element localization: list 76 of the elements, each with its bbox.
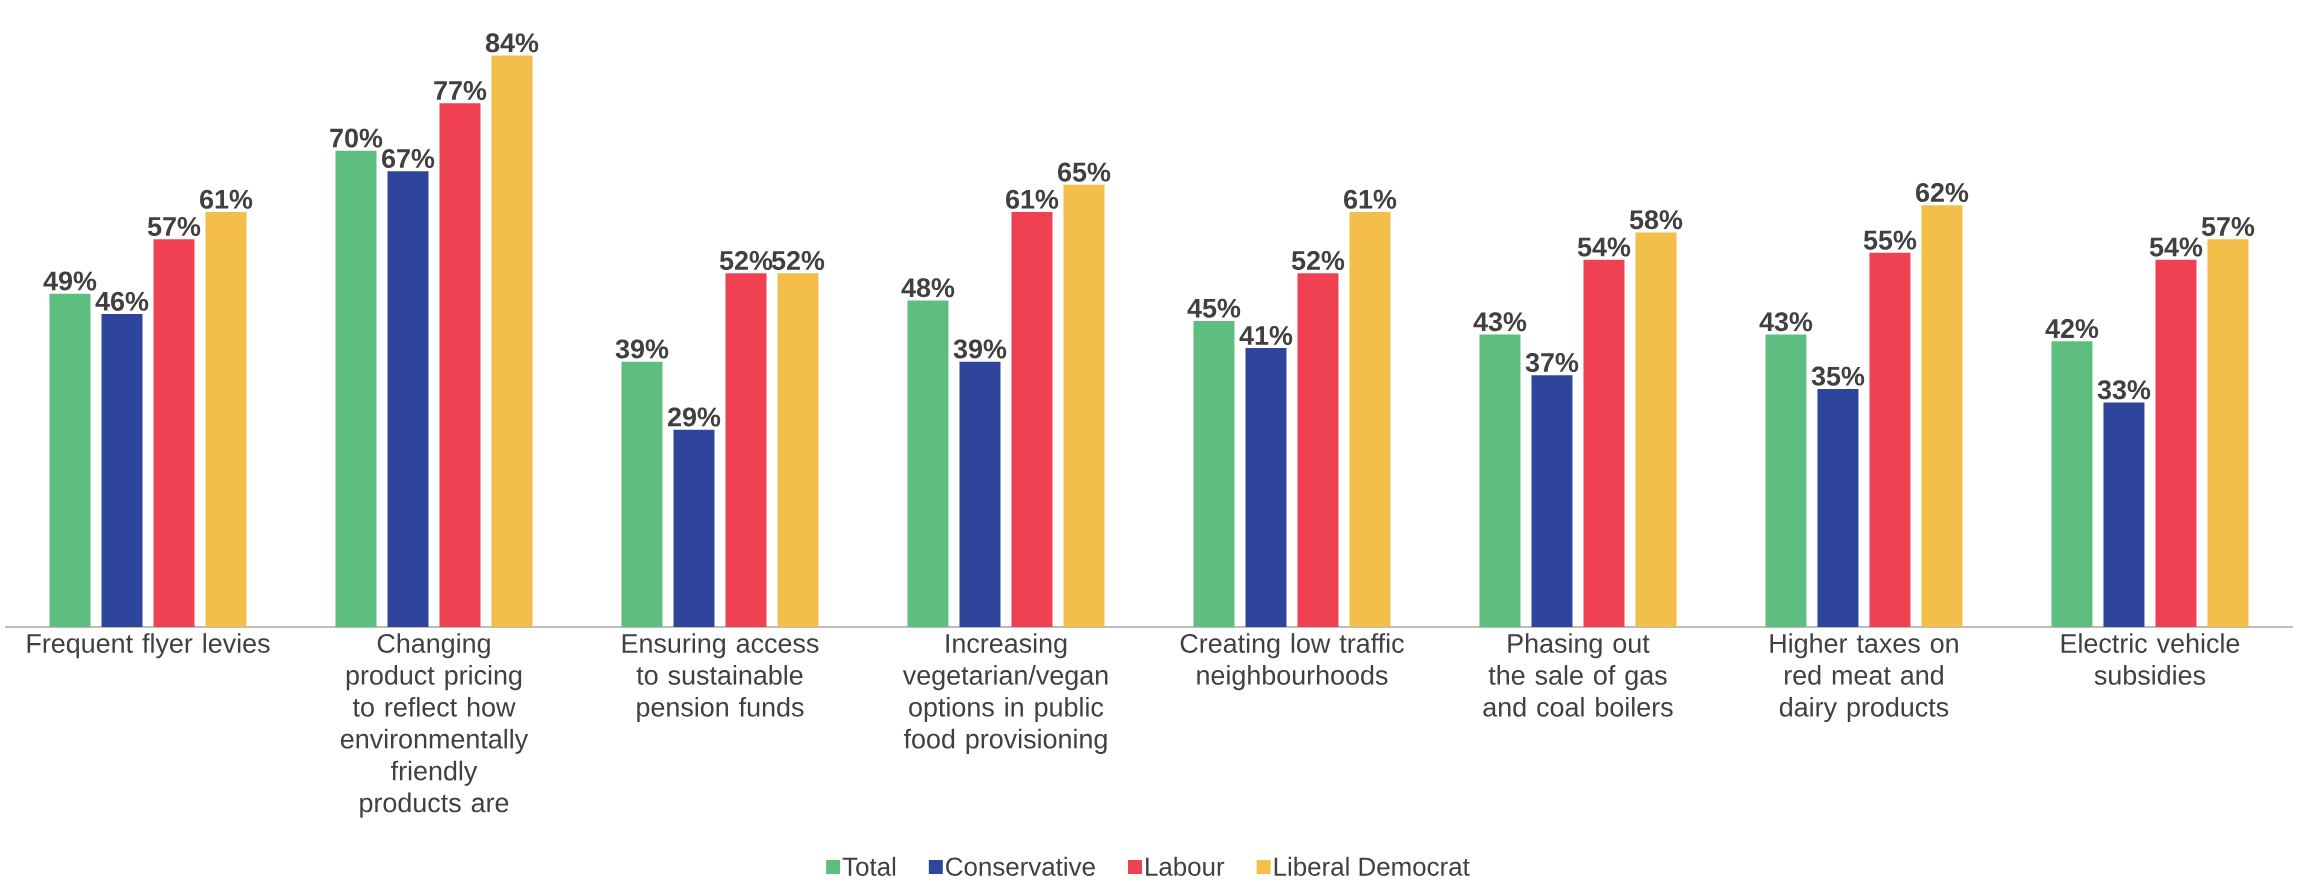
data-label: 46% [95, 291, 149, 311]
x-tick-label: Creating low traffic neighbourhoods [1180, 633, 1404, 691]
data-label: 65% [1058, 162, 1111, 182]
data-label: 58% [1629, 210, 1683, 230]
x-tick-label: Higher taxes on red meat and dairy products [1770, 633, 1958, 723]
x-tick-label: Ensuring access to sustainable pension funds [622, 633, 819, 723]
bar [1349, 212, 1391, 627]
bar [2103, 402, 2145, 627]
bar [1297, 273, 1339, 627]
bar [49, 293, 91, 627]
bar [491, 55, 533, 627]
bar [1583, 259, 1625, 627]
data-label: 77% [434, 81, 487, 100]
data-label: 48% [901, 278, 955, 298]
data-label: 57% [147, 217, 201, 237]
data-label: 84% [485, 33, 539, 53]
data-label: 43% [1473, 312, 1527, 332]
bar [2207, 239, 2249, 627]
bar [1869, 252, 1911, 627]
data-label: 39% [953, 339, 1007, 359]
legend-label: Conservative [946, 856, 1095, 876]
bar [2051, 341, 2093, 627]
data-label: 67% [382, 148, 435, 169]
data-label: 45% [1187, 298, 1241, 318]
data-label: 62% [1916, 182, 1969, 203]
bar [1193, 320, 1235, 627]
data-label: 61% [1344, 189, 1397, 209]
bar [1817, 388, 1859, 627]
bar [1531, 375, 1573, 627]
bar [1479, 334, 1521, 627]
data-label: 55% [1863, 230, 1917, 250]
data-label: 49% [43, 271, 97, 291]
bar [1921, 205, 1963, 627]
data-label: 41% [1239, 325, 1293, 345]
data-label: 61% [200, 189, 253, 209]
data-label: 43% [1759, 312, 1813, 332]
bar [777, 273, 819, 627]
data-label: 39% [615, 339, 669, 359]
x-tick-label: Increasing vegetarian/vegan options in public food provisioning [902, 633, 1108, 754]
bar [1635, 232, 1677, 627]
bar [1063, 184, 1105, 627]
data-label: 61% [1006, 189, 1059, 209]
data-label: 52% [719, 251, 773, 271]
data-label: 35% [1811, 366, 1865, 386]
bar [1011, 212, 1053, 627]
bar [335, 150, 377, 627]
x-tick-label: Phasing out the sale of gas and coal boilers [1483, 633, 1673, 717]
bar [959, 361, 1001, 627]
x-tick-label: Electric vehicle subsidies [2061, 633, 2240, 685]
bar [439, 103, 481, 627]
data-label: 54% [1577, 237, 1631, 257]
bar [907, 300, 949, 627]
x-tick-label: Changing product pricing to reflect how environmentally friendly products are [340, 633, 529, 818]
legend-label: Liberal Democrat [1274, 856, 1470, 876]
bar [101, 314, 143, 627]
bar [1765, 334, 1807, 627]
data-label: 57% [2201, 217, 2255, 237]
bar [2155, 259, 2197, 627]
data-label: 29% [668, 407, 721, 427]
bar [205, 212, 247, 627]
bar [621, 361, 663, 627]
bar [725, 273, 767, 627]
data-label: 33% [2097, 380, 2151, 400]
data-label: 54% [2149, 237, 2203, 257]
bar [1245, 348, 1287, 627]
bar [387, 171, 429, 627]
x-tick-label: Frequent flyer levies [27, 633, 270, 659]
legend-label: Total [842, 856, 896, 876]
data-label: 52% [771, 251, 825, 271]
legend-label: Labour [1146, 856, 1225, 876]
data-label: 52% [1291, 251, 1345, 271]
data-label: 70% [330, 128, 383, 148]
bar [153, 239, 195, 627]
bar [673, 429, 715, 627]
data-label: 42% [2045, 319, 2099, 339]
data-label: 37% [1525, 353, 1579, 373]
